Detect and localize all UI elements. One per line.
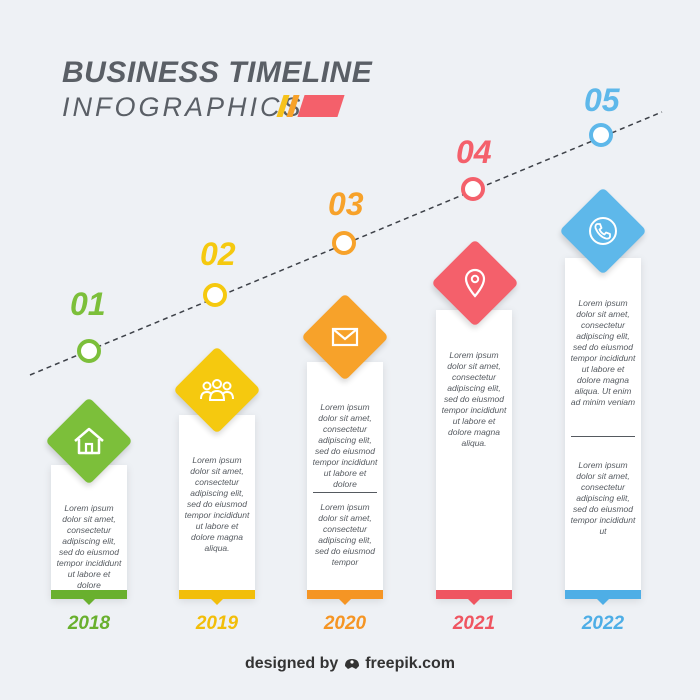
timeline-card-2021: Lorem ipsum dolor sit amet, consectetur …	[436, 310, 512, 605]
card-color-bar	[51, 590, 127, 599]
step-marker-03	[332, 231, 356, 255]
card-pointer	[82, 598, 96, 605]
step-icon-tile-01	[44, 396, 134, 486]
page-subtitle: INFOGRAPHICS	[62, 92, 304, 122]
card-text: Lorem ipsum dolor sit amet, consectetur …	[441, 350, 507, 448]
mail-icon	[331, 327, 359, 347]
step-marker-01	[77, 339, 101, 363]
home-icon	[74, 427, 104, 455]
card-pointer	[338, 598, 352, 605]
card-text: Lorem ipsum dolor sit amet, consectetur …	[184, 455, 250, 553]
step-number-02: 02	[200, 236, 236, 272]
timeline-card-2022: Lorem ipsum dolor sit amet, consectetur …	[565, 258, 641, 605]
step-number-05: 05	[584, 82, 620, 118]
timeline-card-2019: Lorem ipsum dolor sit amet, consectetur …	[179, 415, 255, 605]
card-text: Lorem ipsum dolor sit amet, consectetur …	[570, 460, 636, 536]
card-pointer	[210, 598, 224, 605]
step-marker-02	[203, 283, 227, 307]
year-label-2021: 2021	[452, 613, 496, 634]
step-number-04: 04	[456, 134, 492, 170]
location-pin-icon	[464, 268, 486, 298]
timeline-card-2018: Lorem ipsum dolor sit amet, consectetur …	[51, 465, 127, 605]
card-color-bar	[179, 590, 255, 599]
card-text: Lorem ipsum dolor sit amet, consectetur …	[56, 503, 122, 590]
card-text: Lorem ipsum dolor sit amet, consectetur …	[314, 502, 375, 567]
card-color-bar	[436, 590, 512, 599]
year-label-2022: 2022	[581, 613, 625, 634]
step-marker-04	[461, 177, 485, 201]
step-icon-tile-02	[172, 345, 262, 435]
step-number-03: 03	[328, 186, 364, 222]
page-title: BUSINESS TIMELINE	[62, 56, 373, 89]
footer-credit: designed by freepik.com	[0, 655, 700, 673]
card-pointer	[467, 598, 481, 605]
team-icon	[200, 379, 234, 401]
freepik-logo-icon	[344, 658, 359, 669]
timeline-card-2020: Lorem ipsum dolor sit amet, consectetur …	[307, 362, 383, 605]
card-divider	[571, 436, 635, 437]
card-pointer	[596, 598, 610, 605]
step-icon-tile-03	[300, 292, 390, 382]
card-color-bar	[565, 590, 641, 599]
card-text: Lorem ipsum dolor sit amet, consectetur …	[312, 402, 378, 489]
card-divider	[313, 492, 377, 493]
card-text: Lorem ipsum dolor sit amet, consectetur …	[570, 298, 636, 407]
footer-brand: freepik.com	[365, 655, 456, 672]
year-label-2019: 2019	[195, 613, 239, 634]
year-label-2020: 2020	[323, 613, 367, 634]
footer-prefix: designed by	[244, 655, 339, 672]
step-icon-tile-04	[430, 238, 520, 328]
phone-icon	[589, 217, 617, 245]
card-color-bar	[307, 590, 383, 599]
step-marker-05	[589, 123, 613, 147]
step-number-01: 01	[70, 286, 106, 322]
step-icon-tile-05	[558, 186, 648, 276]
year-label-2018: 2018	[67, 613, 111, 634]
